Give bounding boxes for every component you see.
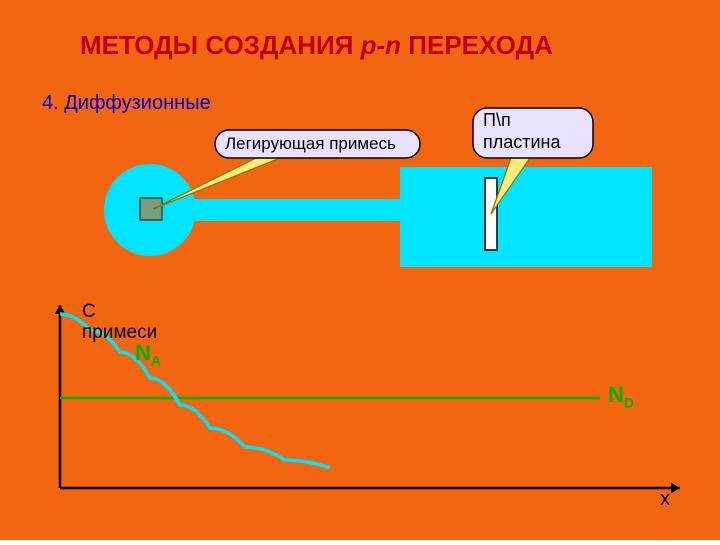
title-pre: МЕТОДЫ СОЗДАНИЯ — [80, 30, 361, 60]
svg-text:П\п: П\п — [483, 110, 511, 130]
subtitle: 4. Диффузионные — [42, 92, 211, 115]
title-mid: p-n — [361, 30, 401, 60]
title-post: ПЕРЕХОДА — [401, 30, 553, 60]
nd-label: ND — [608, 382, 634, 410]
diagram-svg: Легирующая примесь П\ппластина — [0, 0, 720, 540]
nd-label-n: N — [608, 382, 624, 407]
y-axis-label-line1: C — [82, 301, 96, 322]
y-axis-label: C примеси — [82, 302, 157, 344]
na-label-sub: A — [151, 352, 161, 368]
svg-text:пластина: пластина — [483, 132, 562, 152]
slide-root: Легирующая примесь П\ппластина МЕТОДЫ СОЗ… — [0, 0, 720, 540]
x-axis-label: x — [660, 488, 670, 511]
svg-text:Легирующая примесь: Легирующая примесь — [225, 134, 396, 153]
nd-label-sub: D — [624, 394, 634, 410]
na-label: NA — [135, 340, 161, 368]
slide-title: МЕТОДЫ СОЗДАНИЯ p-n ПЕРЕХОДА — [80, 30, 553, 61]
na-label-n: N — [135, 340, 151, 365]
